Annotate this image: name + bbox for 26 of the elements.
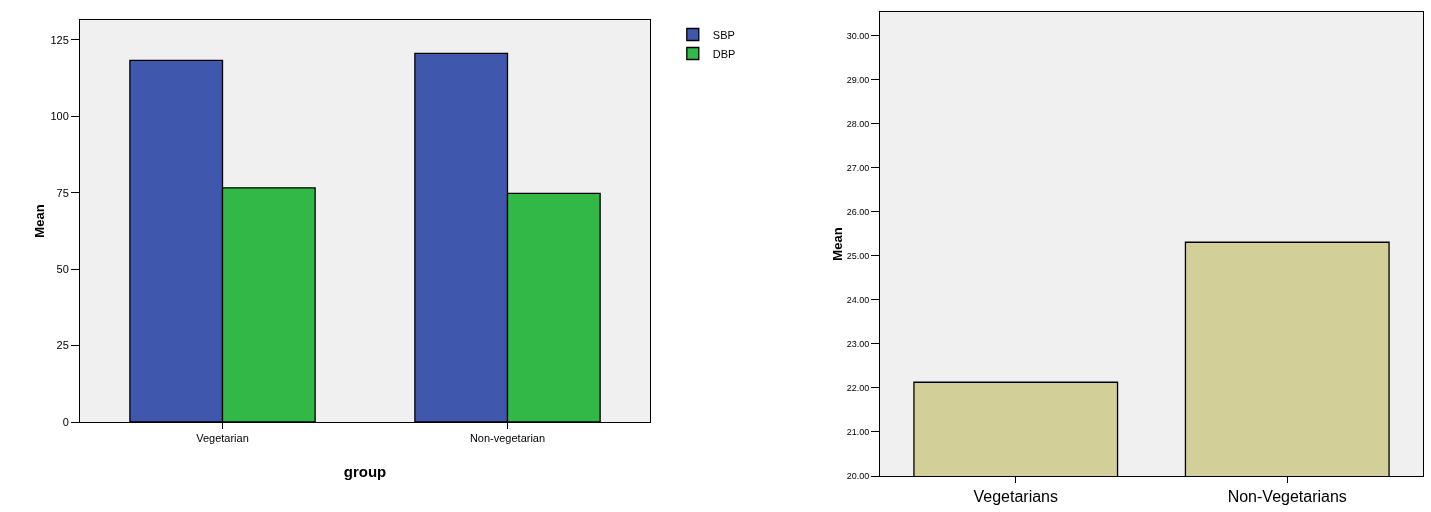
y-tick-label: 26.00 — [846, 207, 870, 218]
y-tick-label: 27.00 — [846, 162, 870, 173]
x-tick-label: Non-Vegetarians — [1227, 488, 1347, 506]
legend-label: SBP — [712, 28, 735, 41]
x-tick-label: Non-vegetarian — [469, 432, 546, 445]
y-tick-label: 100 — [50, 110, 69, 123]
x-axis-title: group — [343, 463, 387, 480]
y-tick-label: 25 — [56, 339, 69, 352]
y-tick-label: 0 — [62, 415, 69, 428]
y-tick-label: 22.00 — [846, 383, 870, 394]
y-tick-label: 50 — [56, 263, 69, 275]
y-tick-label: 25.00 — [846, 251, 870, 262]
y-tick-label: 21.00 — [846, 427, 870, 438]
y-tick-label: 29.00 — [846, 74, 870, 85]
x-tick-label: Vegetarians — [973, 488, 1059, 506]
y-tick-label: 75 — [56, 186, 69, 199]
x-tick-label: Vegetarian — [196, 432, 249, 445]
y-tick-label: 24.00 — [846, 295, 870, 306]
y-tick-label: 125 — [50, 33, 69, 46]
y-tick-label: 30.00 — [846, 30, 870, 41]
y-tick-label: 20.00 — [846, 471, 870, 482]
y-axis-title: Mean — [829, 227, 845, 261]
y-axis-title: Mean — [32, 204, 47, 238]
legend-label: DBP — [712, 47, 736, 60]
y-tick-label: 23.00 — [846, 339, 870, 350]
y-tick-label: 28.00 — [846, 118, 870, 129]
